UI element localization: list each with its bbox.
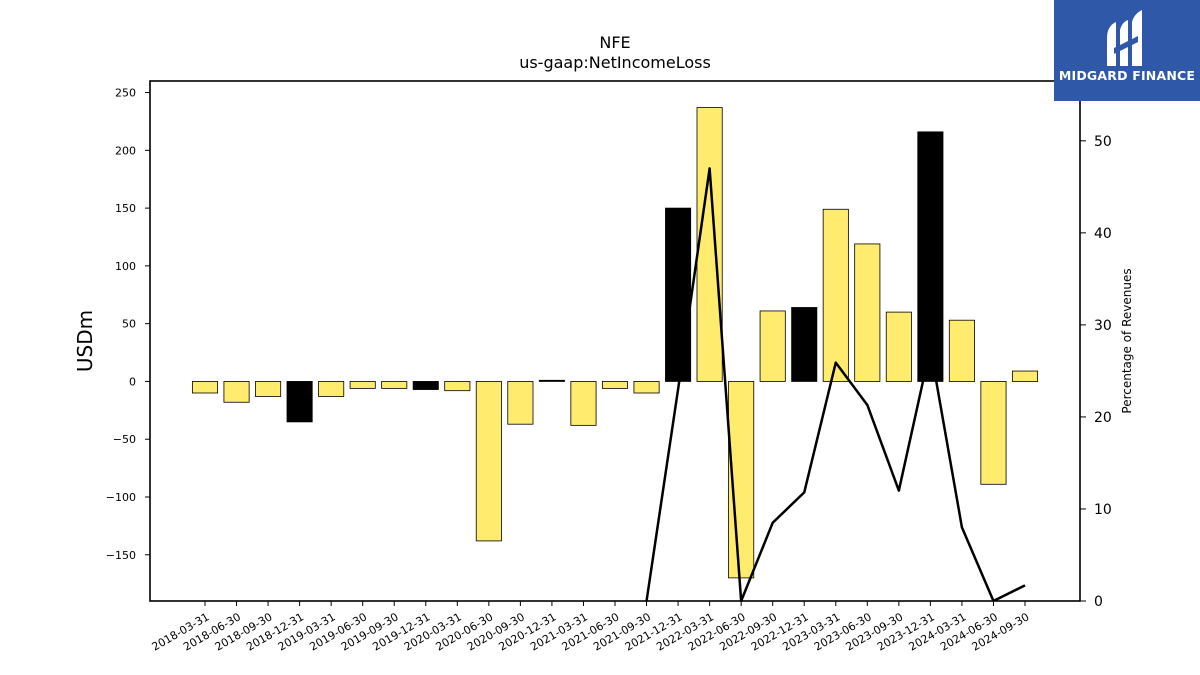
y2-tick-label: 0	[1094, 594, 1103, 610]
bar-2022-09-30	[759, 310, 786, 382]
percent-line-segment	[645, 167, 1026, 601]
logo-text: MIDGARD FINANCE	[1058, 68, 1196, 83]
bar-2020-03-31	[444, 381, 471, 392]
bar-2021-12-31	[665, 207, 692, 382]
bar-2020-09-30	[507, 381, 534, 425]
y-tick-label: −100	[106, 491, 136, 504]
bar-2024-03-31	[948, 319, 975, 382]
logo-mark-icon	[1107, 10, 1142, 66]
bar-2023-12-31	[917, 131, 944, 382]
y-tick-label: −150	[106, 549, 136, 562]
y-tick-label: −50	[113, 433, 136, 446]
bar-2019-09-30	[381, 381, 408, 389]
y2-tick-label: 40	[1094, 226, 1112, 242]
bar-2021-03-31	[570, 381, 597, 426]
bar-2024-09-30	[1011, 370, 1039, 382]
bar-2018-03-31	[191, 381, 219, 394]
y2-axis-label: Percentage of Revenues	[1120, 268, 1134, 413]
y2-tick-label: 50	[1094, 134, 1112, 150]
bars-layer	[191, 107, 1039, 579]
bar-2022-12-31	[791, 307, 818, 382]
bar-2021-09-30	[633, 381, 660, 394]
y-tick-label: 200	[115, 144, 136, 157]
y2-tick-label: 30	[1094, 318, 1112, 334]
bar-2018-06-30	[223, 381, 250, 403]
bar-2020-12-31	[538, 379, 565, 382]
y2-tick-label: 20	[1094, 410, 1112, 426]
bar-2023-06-30	[854, 243, 881, 382]
chart-title: NFE	[599, 33, 630, 52]
axes-layer: −150−100−5005010015020025001020304050201…	[106, 80, 1112, 654]
chart-subtitle: us-gaap:NetIncomeLoss	[519, 53, 711, 72]
bar-2024-06-30	[980, 381, 1007, 485]
bar-2019-12-31	[412, 381, 439, 390]
y-tick-label: 0	[129, 375, 136, 388]
y-axis-label: USDm	[73, 310, 97, 372]
bar-2022-03-31	[696, 107, 723, 382]
bar-2023-09-30	[885, 311, 912, 382]
y-tick-label: 150	[115, 202, 136, 215]
bar-2018-09-30	[255, 381, 282, 397]
bar-2023-03-31	[822, 208, 849, 382]
y-tick-label: 100	[115, 260, 136, 273]
midgard-finance-logo: MIDGARD FINANCE	[1054, 0, 1200, 101]
line-layer	[645, 167, 1026, 601]
y-tick-label: 250	[115, 87, 136, 100]
y-tick-label: 50	[122, 318, 136, 331]
bar-2019-06-30	[349, 381, 376, 389]
bar-2020-06-30	[475, 381, 502, 542]
bar-2021-06-30	[601, 381, 629, 389]
bar-2019-03-31	[318, 381, 345, 397]
y2-tick-label: 10	[1094, 502, 1112, 518]
bar-2018-12-31	[286, 381, 313, 423]
